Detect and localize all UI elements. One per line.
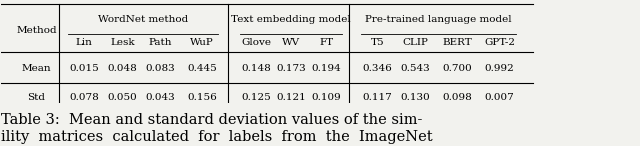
Text: 0.700: 0.700 <box>442 64 472 73</box>
Text: 0.125: 0.125 <box>241 93 271 102</box>
Text: 0.543: 0.543 <box>401 64 431 73</box>
Text: Std: Std <box>28 93 45 102</box>
Text: FT: FT <box>319 38 333 47</box>
Text: Pre-trained language model: Pre-trained language model <box>365 15 512 24</box>
Text: CLIP: CLIP <box>403 38 429 47</box>
Text: 0.156: 0.156 <box>188 93 217 102</box>
Text: 0.098: 0.098 <box>442 93 472 102</box>
Text: Method: Method <box>16 26 57 35</box>
Text: 0.346: 0.346 <box>362 64 392 73</box>
Text: BERT: BERT <box>442 38 472 47</box>
Text: Table 3:  Mean and standard deviation values of the sim-
ility  matrices  calcul: Table 3: Mean and standard deviation val… <box>1 113 433 144</box>
Text: WV: WV <box>282 38 300 47</box>
Text: Glove: Glove <box>241 38 271 47</box>
Text: 0.121: 0.121 <box>276 93 306 102</box>
Text: Path: Path <box>149 38 172 47</box>
Text: 0.992: 0.992 <box>485 64 515 73</box>
Text: 0.083: 0.083 <box>146 64 175 73</box>
Text: 0.117: 0.117 <box>362 93 392 102</box>
Text: 0.007: 0.007 <box>485 93 515 102</box>
Text: Lin: Lin <box>76 38 93 47</box>
Text: Text embedding model: Text embedding model <box>232 15 351 24</box>
Text: 0.109: 0.109 <box>312 93 341 102</box>
Text: 0.050: 0.050 <box>108 93 138 102</box>
Text: 0.043: 0.043 <box>146 93 175 102</box>
Text: WordNet method: WordNet method <box>98 15 188 24</box>
Text: 0.015: 0.015 <box>69 64 99 73</box>
Text: WuP: WuP <box>190 38 214 47</box>
Text: 0.194: 0.194 <box>312 64 341 73</box>
Text: 0.130: 0.130 <box>401 93 431 102</box>
Text: 0.173: 0.173 <box>276 64 306 73</box>
Text: 0.148: 0.148 <box>241 64 271 73</box>
Text: 0.078: 0.078 <box>69 93 99 102</box>
Text: T5: T5 <box>371 38 384 47</box>
Text: 0.445: 0.445 <box>188 64 217 73</box>
Text: 0.048: 0.048 <box>108 64 138 73</box>
Text: Mean: Mean <box>22 64 51 73</box>
Text: Lesk: Lesk <box>110 38 135 47</box>
Text: GPT-2: GPT-2 <box>484 38 515 47</box>
